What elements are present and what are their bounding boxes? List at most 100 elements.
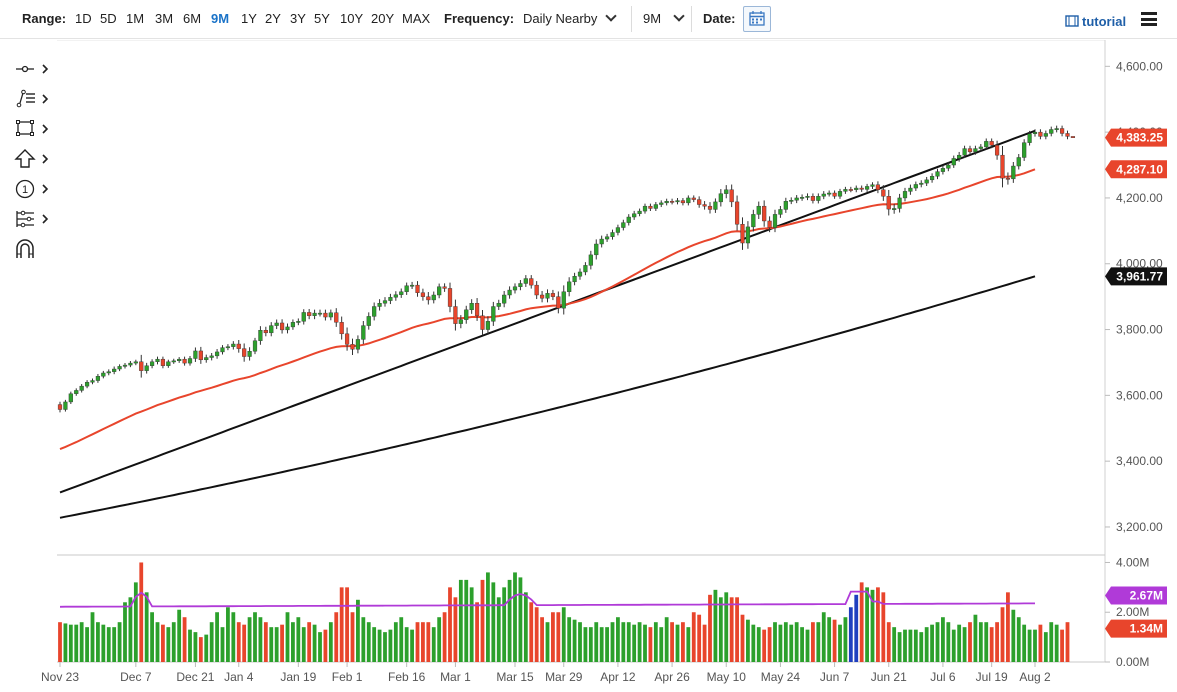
volume-bar (296, 617, 301, 662)
volume-bar (399, 617, 404, 662)
crosshair-tool[interactable] (14, 58, 54, 80)
fibonacci-tool[interactable] (14, 208, 54, 230)
price-chart[interactable]: 4,600.004,400.004,200.004,000.003,800.00… (0, 40, 1177, 692)
volume-bar (480, 579, 485, 662)
annotation-tool[interactable]: 1 (14, 178, 54, 200)
volume-bar (301, 627, 306, 662)
candle-up (317, 312, 323, 315)
candle-up (978, 146, 983, 149)
film-icon (1065, 15, 1079, 27)
volume-bar (870, 589, 875, 662)
volume-bar (507, 579, 512, 662)
calendar-button[interactable] (743, 6, 771, 32)
range-1y-button[interactable]: 1Y (241, 11, 257, 26)
volume-bar (708, 594, 712, 662)
volume-bar (464, 579, 469, 662)
candle-down (334, 312, 339, 323)
candle-up (1022, 142, 1027, 158)
candle-up (144, 365, 149, 371)
candle-down (139, 361, 144, 371)
range-5y-button[interactable]: 5Y (314, 11, 330, 26)
volume-bar (897, 632, 902, 662)
candle-down (1070, 136, 1076, 138)
trend-line (59, 129, 1036, 494)
candle-down (160, 358, 166, 366)
volume-bar (605, 627, 609, 662)
candle-up (946, 164, 951, 169)
volume-bar (718, 597, 723, 662)
trendline-tool[interactable] (14, 88, 54, 110)
volume-bar (383, 632, 387, 662)
period-dropdown[interactable]: 9M (643, 10, 685, 26)
annotation-glyph: 1 (22, 184, 28, 196)
candle-up (404, 285, 409, 292)
volume-bar (1016, 617, 1021, 662)
range-2y-button[interactable]: 2Y (265, 11, 281, 26)
candle-down (680, 200, 686, 204)
volume-bar (1011, 609, 1016, 662)
candle-down (691, 197, 696, 200)
volume-bar (1006, 592, 1010, 662)
range-1m-button[interactable]: 1M (126, 11, 145, 26)
range-3m-button[interactable]: 3M (155, 11, 174, 26)
volume-bar (545, 622, 550, 662)
volume-bar (193, 632, 198, 662)
candle-down (339, 322, 344, 335)
candle-up (485, 321, 491, 330)
volume-bar (578, 622, 582, 662)
candle-up (718, 193, 723, 203)
time-tick-label: Feb 1 (332, 670, 363, 684)
candle-up (827, 192, 832, 195)
candle-up (686, 197, 691, 204)
range-1d-button[interactable]: 1D (75, 11, 92, 26)
candle-down (198, 350, 203, 361)
rectangle-tool[interactable] (14, 118, 54, 140)
range-6m-button[interactable]: 6M (183, 11, 202, 26)
range-max-button[interactable]: MAX (402, 11, 431, 26)
candle-down (263, 330, 268, 334)
candle-down (344, 333, 350, 345)
arrow-tool[interactable] (14, 148, 54, 170)
candle-up (122, 364, 128, 367)
volume-bar (724, 592, 729, 662)
volume-bar (637, 622, 642, 662)
range-9m-button[interactable]: 9M (211, 11, 230, 26)
tutorial-link[interactable]: tutorial (1065, 14, 1126, 29)
volume-bar (551, 612, 555, 662)
candle-up (1032, 131, 1038, 134)
volume-bar (1000, 607, 1005, 662)
volume-bar (713, 589, 718, 662)
menu-icon[interactable] (1141, 12, 1157, 26)
candle-down (669, 201, 675, 203)
volume-bar (540, 617, 544, 662)
time-tick-label: Apr 26 (654, 670, 690, 684)
frequency-dropdown[interactable]: Daily Nearby (523, 10, 618, 26)
volume-bar (1038, 624, 1043, 662)
indicator-lines (59, 129, 1036, 608)
price-tick-label: 3,600.00 (1116, 388, 1163, 402)
volume-bar (356, 599, 360, 662)
candle-up (437, 286, 442, 296)
price-tick-label: 4,200.00 (1116, 191, 1163, 205)
volume-bar (962, 627, 967, 662)
range-10y-button[interactable]: 10Y (340, 11, 364, 26)
candle-down (529, 278, 534, 286)
magnet-tool[interactable] (14, 238, 54, 260)
volume-bar (729, 597, 734, 662)
price-tag-text: 4,383.25 (1116, 131, 1163, 145)
candle-down (534, 284, 539, 296)
volume-bar (226, 607, 230, 662)
range-20y-button[interactable]: 20Y (371, 11, 395, 26)
candle-up (984, 141, 989, 148)
candle-up (805, 196, 810, 198)
candle-up (951, 158, 956, 166)
candle-down (236, 343, 241, 349)
volume-average-line (59, 590, 1035, 608)
time-tick-label: Apr 12 (600, 670, 636, 684)
range-3y-button[interactable]: 3Y (290, 11, 306, 26)
volume-bar (686, 627, 691, 662)
range-5d-button[interactable]: 5D (100, 11, 117, 26)
candle-down (994, 145, 1000, 156)
volume-bar (204, 634, 209, 662)
candle-down (767, 220, 772, 228)
